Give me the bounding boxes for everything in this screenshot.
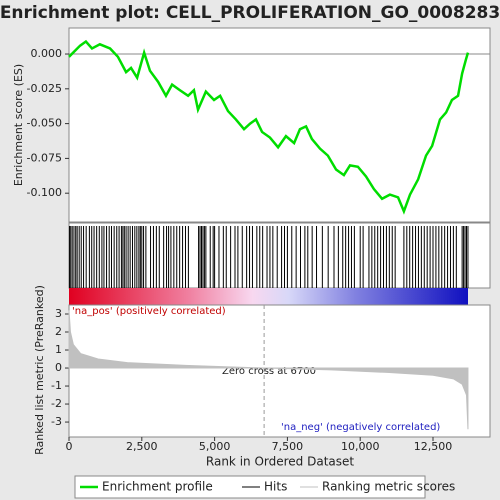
y-tick-label: 0 (55, 361, 62, 374)
annotation: 'na_neg' (negatively correlated) (281, 422, 440, 433)
color-bar (69, 288, 468, 305)
es-line (68, 39, 470, 215)
y-tick-label: 1 (55, 343, 62, 356)
chart-title: Enrichment plot: CELL_PROLIFERATION_GO_0… (0, 3, 500, 23)
metric-area (68, 310, 469, 430)
y-tick-label: -3 (51, 415, 62, 428)
y-tick-label: 0.000 (31, 47, 63, 60)
y-axis-label: Enrichment score (ES) (12, 64, 25, 186)
y-tick-label: -0.025 (27, 82, 62, 95)
legend-label: Ranking metric scores (322, 480, 455, 494)
x-tick-label: 10,000 (341, 440, 380, 453)
y-tick-label: 3 (55, 307, 62, 320)
y-tick-label: 2 (55, 325, 62, 338)
x-tick-label: 0 (66, 440, 73, 453)
legend-label: Enrichment profile (102, 480, 213, 494)
x-tick-label: 12,500 (414, 440, 453, 453)
x-axis-label: Rank in Ordered Dataset (206, 455, 354, 469)
y-tick-label: -0.050 (27, 117, 62, 130)
annotation: 'na_pos' (positively correlated) (72, 306, 226, 317)
x-tick-label: 5,000 (199, 440, 231, 453)
es-panel (68, 27, 491, 223)
x-tick-label: 7,500 (272, 440, 304, 453)
y-tick-label: -1 (51, 379, 62, 392)
annotation: Zero cross at 6700 (222, 366, 316, 377)
x-tick-label: 2,500 (126, 440, 158, 453)
y-tick-label: -0.075 (27, 151, 62, 164)
y-axis-label: Ranked list metric (PreRanked) (33, 285, 46, 455)
y-tick-label: -0.100 (27, 186, 62, 199)
legend-label: Hits (264, 480, 287, 494)
y-tick-label: -2 (51, 397, 62, 410)
